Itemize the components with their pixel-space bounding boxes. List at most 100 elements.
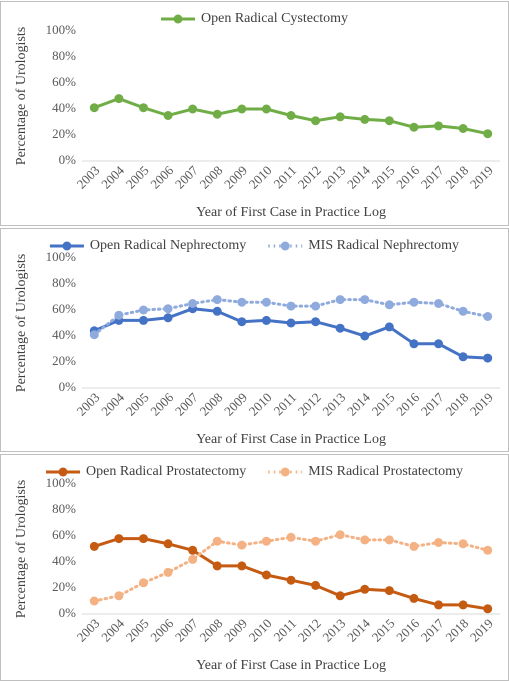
x-tick-label: 2007	[172, 162, 201, 191]
legend-text: Open Radical Cystectomy	[201, 11, 348, 26]
point	[409, 541, 419, 551]
point	[188, 554, 198, 564]
point	[114, 310, 124, 320]
point	[434, 339, 444, 349]
point	[360, 584, 370, 594]
x-tick-label: 2005	[123, 163, 152, 192]
legend-marker	[280, 467, 290, 477]
y-tick-label: 0%	[59, 379, 77, 394]
point	[483, 604, 493, 614]
y-tick-label: 100%	[46, 249, 77, 264]
series-line	[92, 307, 490, 360]
x-tick-label: 2009	[221, 390, 250, 419]
point	[89, 330, 99, 340]
x-tick-label: 2016	[393, 162, 422, 191]
axis-title: Percentage of Urologists	[14, 254, 29, 392]
point	[360, 535, 370, 545]
x-tick-label: 2018	[442, 390, 471, 419]
point	[163, 313, 173, 323]
x-tick-label: 2009	[221, 163, 250, 192]
x-tick-label: 2019	[467, 616, 496, 645]
panel-border	[0, 1, 509, 226]
point	[483, 312, 493, 321]
x-tick-label: 2012	[295, 163, 324, 192]
x-tick-label: 2007	[172, 615, 201, 644]
point	[335, 295, 345, 305]
point	[483, 545, 493, 555]
point	[163, 539, 173, 549]
point	[261, 297, 271, 307]
point	[409, 339, 419, 349]
x-tick-label: 2010	[246, 163, 275, 192]
x-tick-label: 2018	[442, 163, 471, 192]
point	[409, 593, 419, 603]
x-tick-label: 2005	[123, 390, 152, 419]
point	[237, 540, 247, 550]
panel-border	[0, 454, 509, 681]
point	[237, 104, 247, 114]
point	[335, 112, 345, 122]
point	[212, 295, 222, 305]
legend-marker	[62, 241, 72, 251]
point	[261, 570, 271, 580]
point	[286, 575, 296, 585]
legend-text: MIS Radical Prostatectomy	[308, 464, 463, 479]
point	[335, 530, 345, 540]
point	[114, 94, 124, 104]
point	[163, 567, 173, 577]
point	[188, 104, 198, 114]
y-tick-label: 80%	[52, 48, 76, 63]
x-tick-label: 2016	[393, 615, 422, 644]
y-tick-label: 100%	[46, 475, 77, 490]
point	[311, 580, 321, 590]
axis-title: Percentage of Urologists	[14, 480, 29, 618]
point	[89, 596, 99, 606]
x-tick-label: 2019	[467, 390, 496, 419]
x-tick-label: 2008	[196, 163, 225, 192]
legend: Open Radical Prostatectomy MIS Radical Pr…	[46, 464, 463, 479]
x-tick-label: 2015	[369, 390, 398, 419]
point	[138, 315, 148, 325]
y-tick-label: 60%	[52, 74, 76, 89]
point	[261, 104, 271, 114]
point	[188, 299, 198, 308]
point	[138, 578, 148, 588]
point	[237, 317, 247, 327]
x-tick-label: 2006	[147, 162, 176, 191]
x-tick-label: 2011	[271, 390, 300, 419]
point	[434, 121, 444, 131]
x-tick-label: 2019	[467, 163, 496, 192]
x-tick-label: 2008	[196, 616, 225, 645]
y-tick-label: 20%	[52, 353, 76, 368]
x-tick-label: 2015	[369, 616, 398, 645]
point	[360, 295, 370, 305]
chart-panel: 0%20%40%60%80%100%2003200420052006200720…	[14, 464, 500, 673]
x-tick-label: 2013	[319, 616, 348, 645]
point	[458, 124, 468, 133]
point	[384, 535, 394, 545]
point	[458, 539, 468, 549]
point	[360, 114, 370, 124]
y-tick-label: 20%	[52, 126, 76, 141]
point	[212, 561, 222, 571]
chart-panel: 0%20%40%60%80%100%2003200420052006200720…	[14, 238, 500, 447]
point	[311, 116, 321, 126]
x-tick-label: 2009	[221, 616, 250, 645]
y-tick-label: 0%	[59, 152, 77, 167]
point	[237, 297, 247, 307]
x-tick-label: 2013	[319, 390, 348, 419]
point	[384, 586, 394, 596]
x-tick-label: 2014	[344, 162, 373, 191]
x-tick-label: 2011	[271, 163, 300, 192]
point	[89, 541, 99, 551]
legend-text: Open Radical Nephrectomy	[90, 238, 246, 253]
y-tick-label: 0%	[59, 605, 77, 620]
y-tick-label: 40%	[52, 100, 76, 115]
point	[114, 591, 124, 601]
y-tick-label: 100%	[46, 22, 77, 37]
x-tick-label: 2015	[369, 163, 398, 192]
y-tick-label: 20%	[52, 579, 76, 594]
x-tick-label: 2003	[74, 616, 103, 645]
point	[286, 532, 296, 542]
